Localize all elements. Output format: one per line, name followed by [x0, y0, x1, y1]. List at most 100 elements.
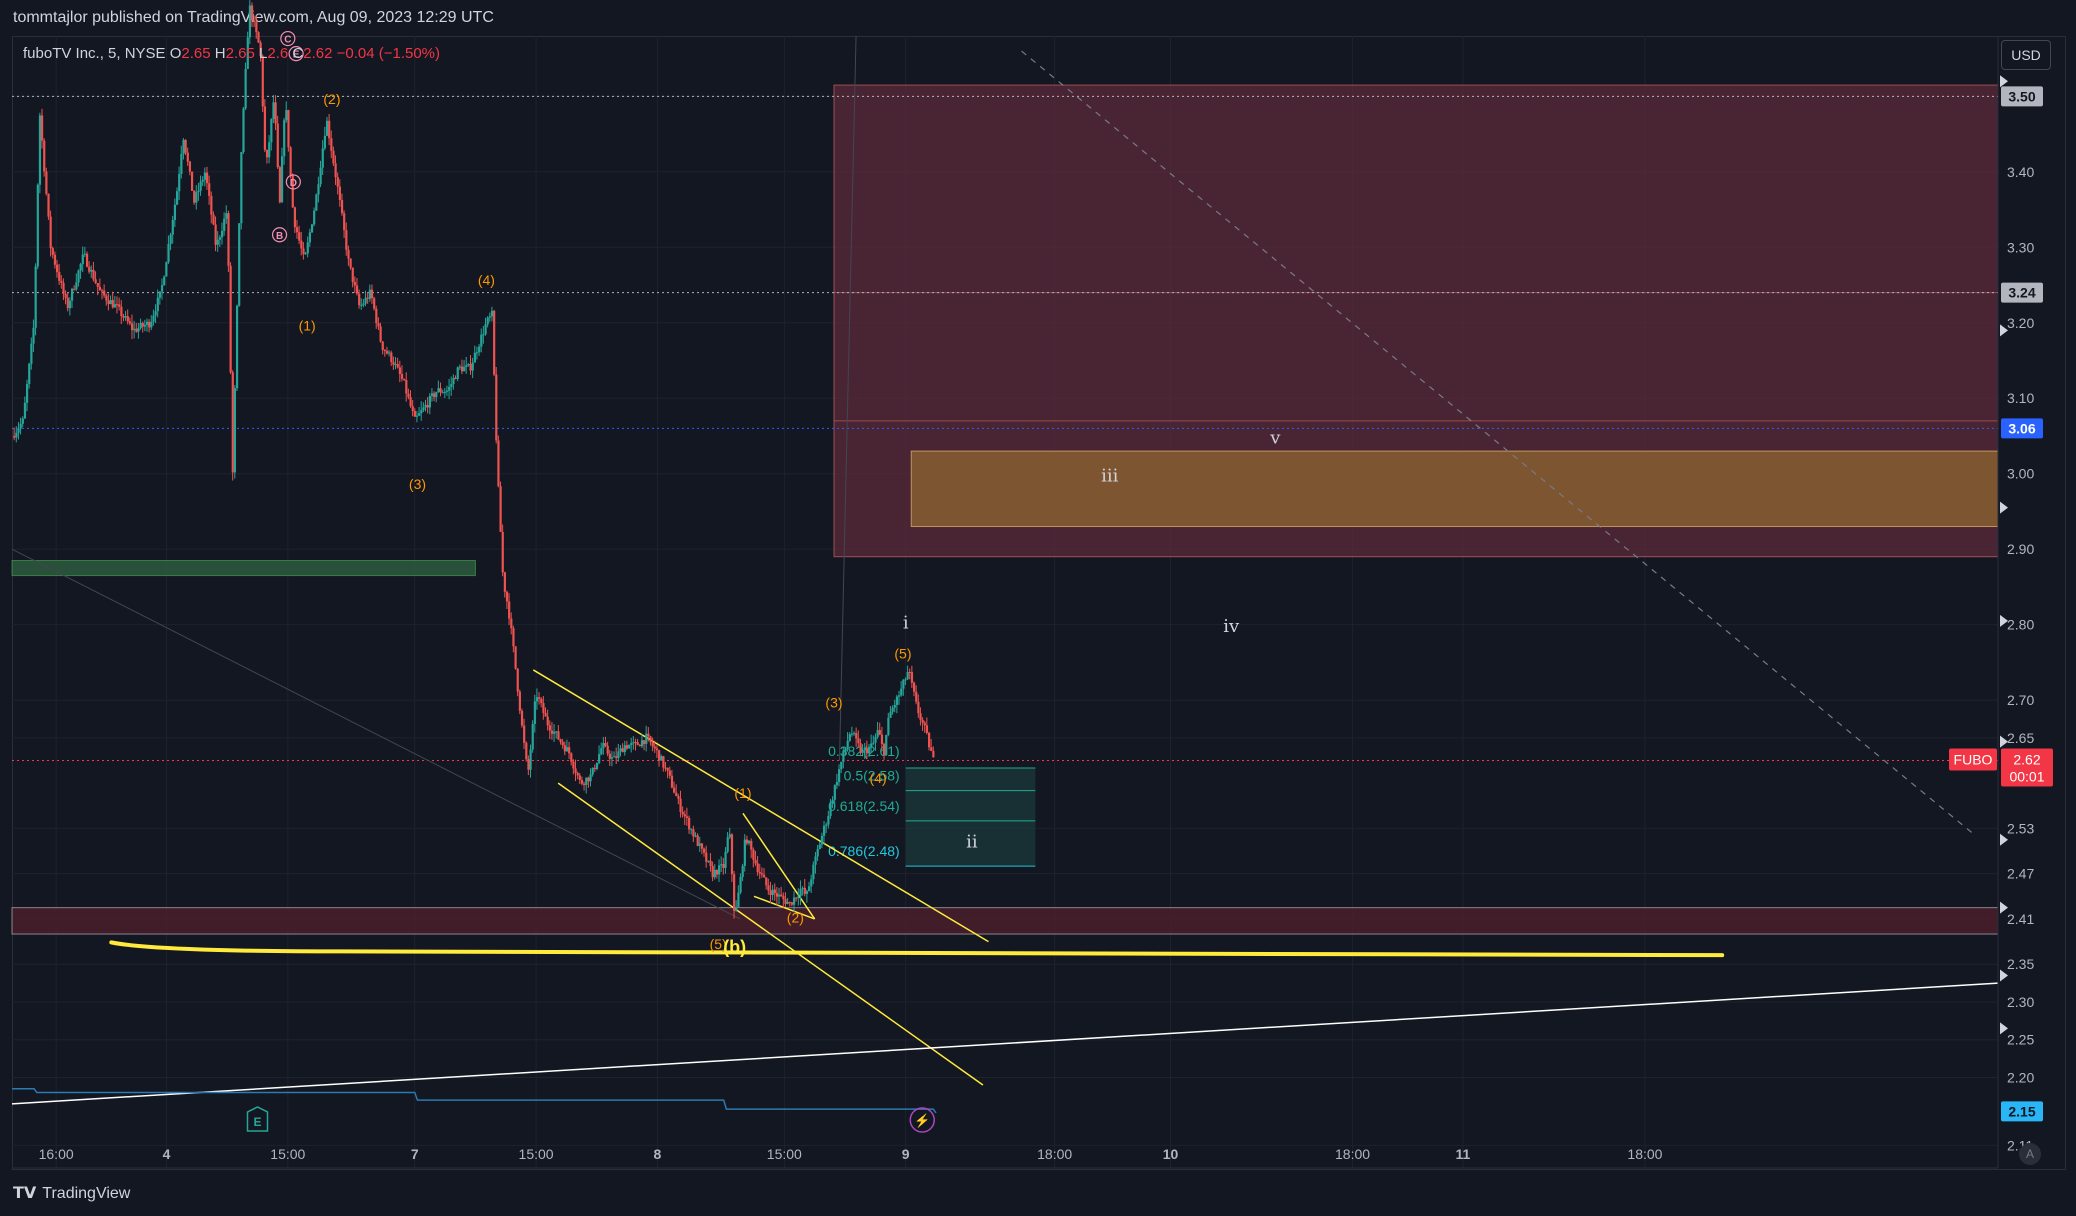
candle — [872, 735, 875, 746]
alert-arrow-icon — [2000, 501, 2008, 514]
candle-body — [298, 232, 301, 241]
candle — [868, 743, 871, 758]
candle — [887, 712, 890, 737]
candle-body — [193, 190, 196, 203]
time-tick-label: 16:00 — [39, 1146, 74, 1162]
candle — [145, 318, 149, 332]
tradingview-logo[interactable]: 𝗧𝗩 TradingView — [13, 1176, 130, 1212]
zones — [11, 84, 1999, 935]
candle — [602, 736, 605, 755]
candle — [715, 869, 719, 879]
candle — [240, 151, 243, 230]
candle-body — [750, 840, 753, 850]
candle-body — [613, 756, 616, 758]
candle — [638, 744, 641, 747]
candle — [400, 365, 404, 382]
candle-body — [373, 298, 376, 309]
candle-body — [610, 757, 614, 759]
candle-body — [585, 777, 588, 785]
candle — [310, 223, 314, 234]
candle — [512, 625, 515, 653]
current-price-badge-bg — [2001, 748, 2053, 787]
candle-body — [242, 108, 245, 153]
candle — [480, 328, 483, 353]
candle — [653, 740, 656, 753]
candle-body — [720, 864, 723, 866]
candle-body — [392, 361, 395, 365]
wave-label: (1) — [734, 785, 751, 801]
candle — [649, 735, 652, 746]
symbol-badge-bg — [1949, 748, 1997, 771]
candle — [546, 709, 549, 731]
price-tick-label: 2.20 — [2007, 1069, 2034, 1085]
badge-secondary-bg — [2001, 1101, 2043, 1122]
horizontal-levels — [12, 95, 1998, 761]
time-axis[interactable]: 16:00 4 15:00 7 15:00 8 15:00 9 18:00 10 18:00 11 18… — [12, 1146, 1998, 1169]
candle — [531, 720, 534, 753]
candle — [655, 745, 659, 758]
candle-body — [197, 190, 200, 193]
candle — [576, 771, 579, 780]
candle-body — [68, 300, 72, 309]
currency-button[interactable]: USD — [2001, 40, 2051, 70]
candle-body — [608, 753, 611, 759]
candle-body — [863, 748, 866, 751]
candle — [915, 685, 918, 705]
zone-target — [910, 450, 1999, 528]
candle-body — [505, 591, 509, 602]
candle-body — [450, 384, 453, 387]
candle — [919, 707, 922, 726]
alert-arrow-icon — [2000, 1022, 2008, 1035]
publisher-text: tommtajlor published on TradingView.com,… — [13, 9, 494, 26]
candle-body — [623, 745, 626, 753]
wave-label-B: B — [276, 231, 283, 242]
candle — [126, 309, 129, 325]
candle — [73, 285, 76, 291]
candle — [683, 810, 686, 826]
wave-label: iii — [1101, 465, 1119, 486]
open-label: O — [169, 45, 182, 62]
candle — [388, 350, 391, 357]
candle — [276, 115, 279, 169]
candle-body — [225, 213, 228, 219]
candle-body — [769, 890, 772, 896]
candle-body — [850, 733, 854, 735]
candle — [105, 293, 108, 306]
candle — [501, 524, 504, 577]
open-value: 2.65 — [181, 45, 211, 62]
candle-body — [829, 803, 832, 817]
candle-body — [169, 234, 172, 245]
candle-body — [658, 750, 661, 761]
candle — [111, 291, 114, 309]
candle — [651, 737, 654, 752]
auto-scale-button[interactable]: A — [2019, 1143, 2041, 1165]
candle — [409, 390, 412, 408]
candle — [51, 246, 54, 259]
price-tick-label: 2.30 — [2007, 994, 2034, 1010]
price-tick-label: 2.80 — [2007, 617, 2034, 633]
candle-body — [628, 745, 631, 749]
candle — [88, 261, 91, 274]
price-tick-label: 2.70 — [2007, 692, 2034, 708]
candle-body — [685, 816, 689, 818]
candle — [418, 406, 421, 417]
candle-body — [795, 897, 798, 899]
candle — [542, 696, 545, 720]
candle-body — [396, 364, 399, 368]
candle-body — [186, 152, 189, 162]
candle-body — [332, 150, 335, 164]
candle — [231, 370, 234, 481]
candle — [223, 212, 226, 236]
candle-body — [364, 297, 367, 304]
candle — [913, 681, 916, 697]
candle — [570, 752, 573, 766]
candle-body — [885, 734, 888, 755]
wave-label: (5) — [710, 936, 727, 952]
candle — [812, 861, 815, 885]
candle — [201, 176, 204, 187]
price-axis[interactable]: 3.50 3.40 3.30 3.20 3.10 3.00 2.90 2.80 2.70 2.65… — [1949, 36, 2053, 1168]
candle-body — [109, 300, 112, 305]
candle — [124, 311, 127, 321]
candle-body — [572, 761, 575, 769]
